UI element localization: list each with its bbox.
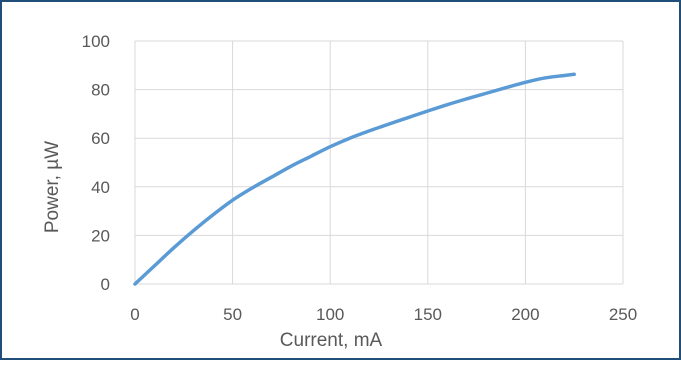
y-tick-label: 0 [101, 275, 110, 294]
x-tick-label: 100 [316, 305, 344, 324]
y-axis-label: Power, µW [42, 141, 63, 233]
y-tick-label: 100 [82, 32, 110, 51]
y-tick-label: 20 [91, 226, 110, 245]
y-tick-label: 40 [91, 178, 110, 197]
y-tick-label: 80 [91, 81, 110, 100]
x-tick-label: 50 [223, 305, 242, 324]
series-layer [133, 72, 576, 286]
gridlines [134, 40, 624, 285]
series-line [133, 72, 576, 286]
x-axis-label: Current, mA [280, 330, 383, 351]
x-tick-label: 0 [130, 305, 139, 324]
tick-labels: 0 20 40 60 80 100 0 50 100 150 200 250 [82, 32, 638, 324]
x-tick-label: 150 [414, 305, 442, 324]
y-tick-label: 60 [91, 129, 110, 148]
x-tick-label: 250 [609, 305, 637, 324]
x-tick-label: 200 [511, 305, 539, 324]
